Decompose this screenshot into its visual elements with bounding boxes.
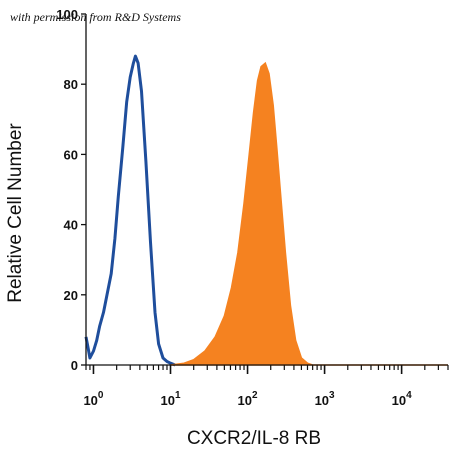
y-axis-ticks: 0 20 40 60 80 100 [56,7,86,373]
plot-area [84,54,448,367]
y-axis-title: Relative Cell Number [5,123,26,303]
x-tick-label: 104 [392,390,412,408]
x-axis-title: CXCR2/IL-8 RB [187,428,321,449]
series-0-outline-histogram [84,54,176,367]
x-tick-label: 102 [238,390,258,408]
y-tick-label: 20 [64,288,78,303]
watermark-text: with permission from R&D Systems [10,10,181,24]
y-tick-label: 100 [56,7,78,22]
y-tick-label: 80 [64,77,78,92]
x-tick-label: 103 [315,390,335,408]
x-tick-label: 100 [83,390,103,408]
y-tick-label: 40 [64,218,78,233]
x-axis-ticks: 100 101 102 103 104 [83,365,449,408]
y-tick-label: 60 [64,147,78,162]
series-1-filled-histogram [170,61,448,366]
x-tick-label: 101 [160,390,180,408]
y-tick-label: 0 [71,358,78,373]
